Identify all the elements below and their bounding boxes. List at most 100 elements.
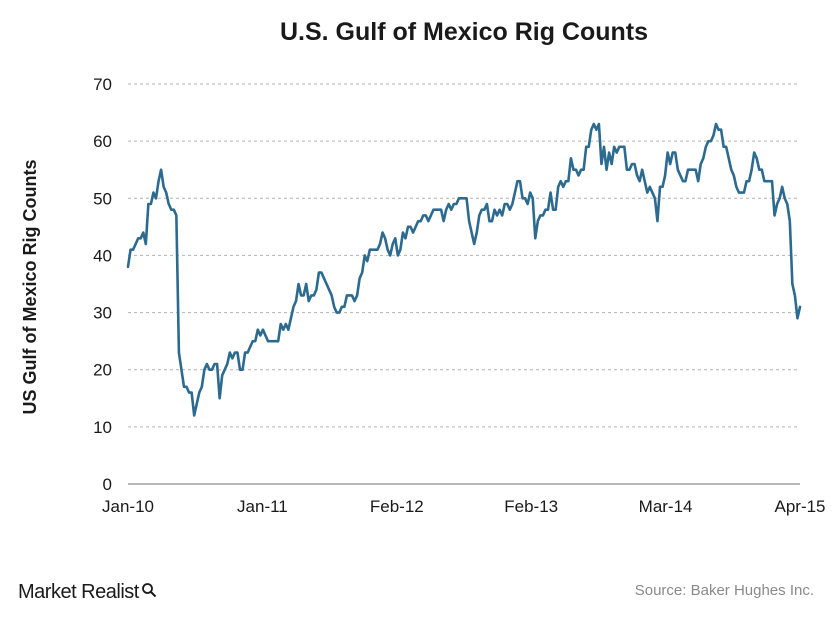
- data-point: [252, 340, 254, 342]
- data-point: [193, 414, 195, 416]
- data-point: [638, 180, 640, 182]
- data-point: [532, 197, 534, 199]
- data-point: [577, 174, 579, 176]
- data-point: [432, 209, 434, 211]
- data-point: [715, 123, 717, 125]
- data-point: [384, 237, 386, 239]
- data-point: [430, 214, 432, 216]
- data-point: [745, 180, 747, 182]
- data-point: [649, 186, 651, 188]
- data-point: [651, 191, 653, 193]
- data-point: [521, 197, 523, 199]
- data-point: [435, 209, 437, 211]
- data-point: [478, 214, 480, 216]
- data-point: [666, 151, 668, 153]
- data-point: [483, 209, 485, 211]
- data-point: [188, 391, 190, 393]
- data-point: [728, 157, 730, 159]
- data-point: [165, 191, 167, 193]
- data-point: [348, 294, 350, 296]
- y-tick-labels: 0 10 20 30 40 50 60 70: [93, 75, 112, 494]
- data-point: [142, 231, 144, 233]
- data-point: [274, 340, 276, 342]
- data-point: [621, 146, 623, 148]
- data-point: [448, 203, 450, 205]
- data-point: [369, 249, 371, 251]
- data-point: [137, 237, 139, 239]
- data-point: [473, 243, 475, 245]
- data-point: [272, 340, 274, 342]
- data-point: [605, 169, 607, 171]
- data-point: [509, 209, 511, 211]
- data-point: [155, 197, 157, 199]
- data-point: [613, 146, 615, 148]
- data-point: [557, 186, 559, 188]
- data-point: [203, 369, 205, 371]
- data-point: [672, 151, 674, 153]
- data-point: [239, 369, 241, 371]
- data-point: [259, 334, 261, 336]
- data-point: [427, 220, 429, 222]
- data-point: [789, 220, 791, 222]
- data-point: [229, 351, 231, 353]
- data-point: [659, 186, 661, 188]
- data-point: [313, 294, 315, 296]
- data-point: [150, 203, 152, 205]
- data-point: [486, 203, 488, 205]
- data-point: [341, 306, 343, 308]
- data-point: [712, 134, 714, 136]
- data-point: [437, 209, 439, 211]
- data-point: [325, 283, 327, 285]
- data-point: [346, 294, 348, 296]
- data-point: [758, 169, 760, 171]
- data-point: [733, 174, 735, 176]
- data-point: [786, 203, 788, 205]
- data-point: [356, 294, 358, 296]
- data-point: [633, 163, 635, 165]
- data-point: [669, 163, 671, 165]
- data-point: [761, 169, 763, 171]
- data-point: [689, 169, 691, 171]
- data-point: [519, 180, 521, 182]
- data-point: [249, 346, 251, 348]
- data-point: [412, 231, 414, 233]
- data-point: [641, 169, 643, 171]
- data-point: [157, 180, 159, 182]
- data-point: [684, 180, 686, 182]
- data-point: [302, 294, 304, 296]
- data-point: [178, 351, 180, 353]
- y-tick-label: 60: [93, 132, 112, 151]
- data-point: [554, 209, 556, 211]
- data-point: [707, 140, 709, 142]
- data-point: [794, 294, 796, 296]
- chart-title: U.S. Gulf of Mexico Rig Counts: [279, 18, 649, 46]
- x-tick-label: Jan-11: [237, 497, 288, 516]
- data-point: [784, 197, 786, 199]
- data-point: [180, 369, 182, 371]
- data-point: [598, 123, 600, 125]
- source-note: Source: Baker Hughes Inc.: [634, 582, 814, 599]
- data-point: [730, 169, 732, 171]
- data-point: [386, 249, 388, 251]
- data-point: [572, 169, 574, 171]
- data-point: [781, 186, 783, 188]
- data-point: [501, 214, 503, 216]
- data-point: [468, 220, 470, 222]
- data-point: [218, 397, 220, 399]
- data-point: [738, 191, 740, 193]
- data-point: [371, 249, 373, 251]
- data-point: [791, 283, 793, 285]
- data-point: [132, 249, 134, 251]
- data-point: [129, 249, 131, 251]
- data-point: [537, 220, 539, 222]
- data-point: [455, 203, 457, 205]
- data-point: [771, 180, 773, 182]
- data-point: [231, 357, 233, 359]
- data-point: [488, 220, 490, 222]
- data-point: [465, 197, 467, 199]
- data-point: [224, 369, 226, 371]
- data-point: [588, 146, 590, 148]
- data-point: [674, 151, 676, 153]
- data-point: [175, 214, 177, 216]
